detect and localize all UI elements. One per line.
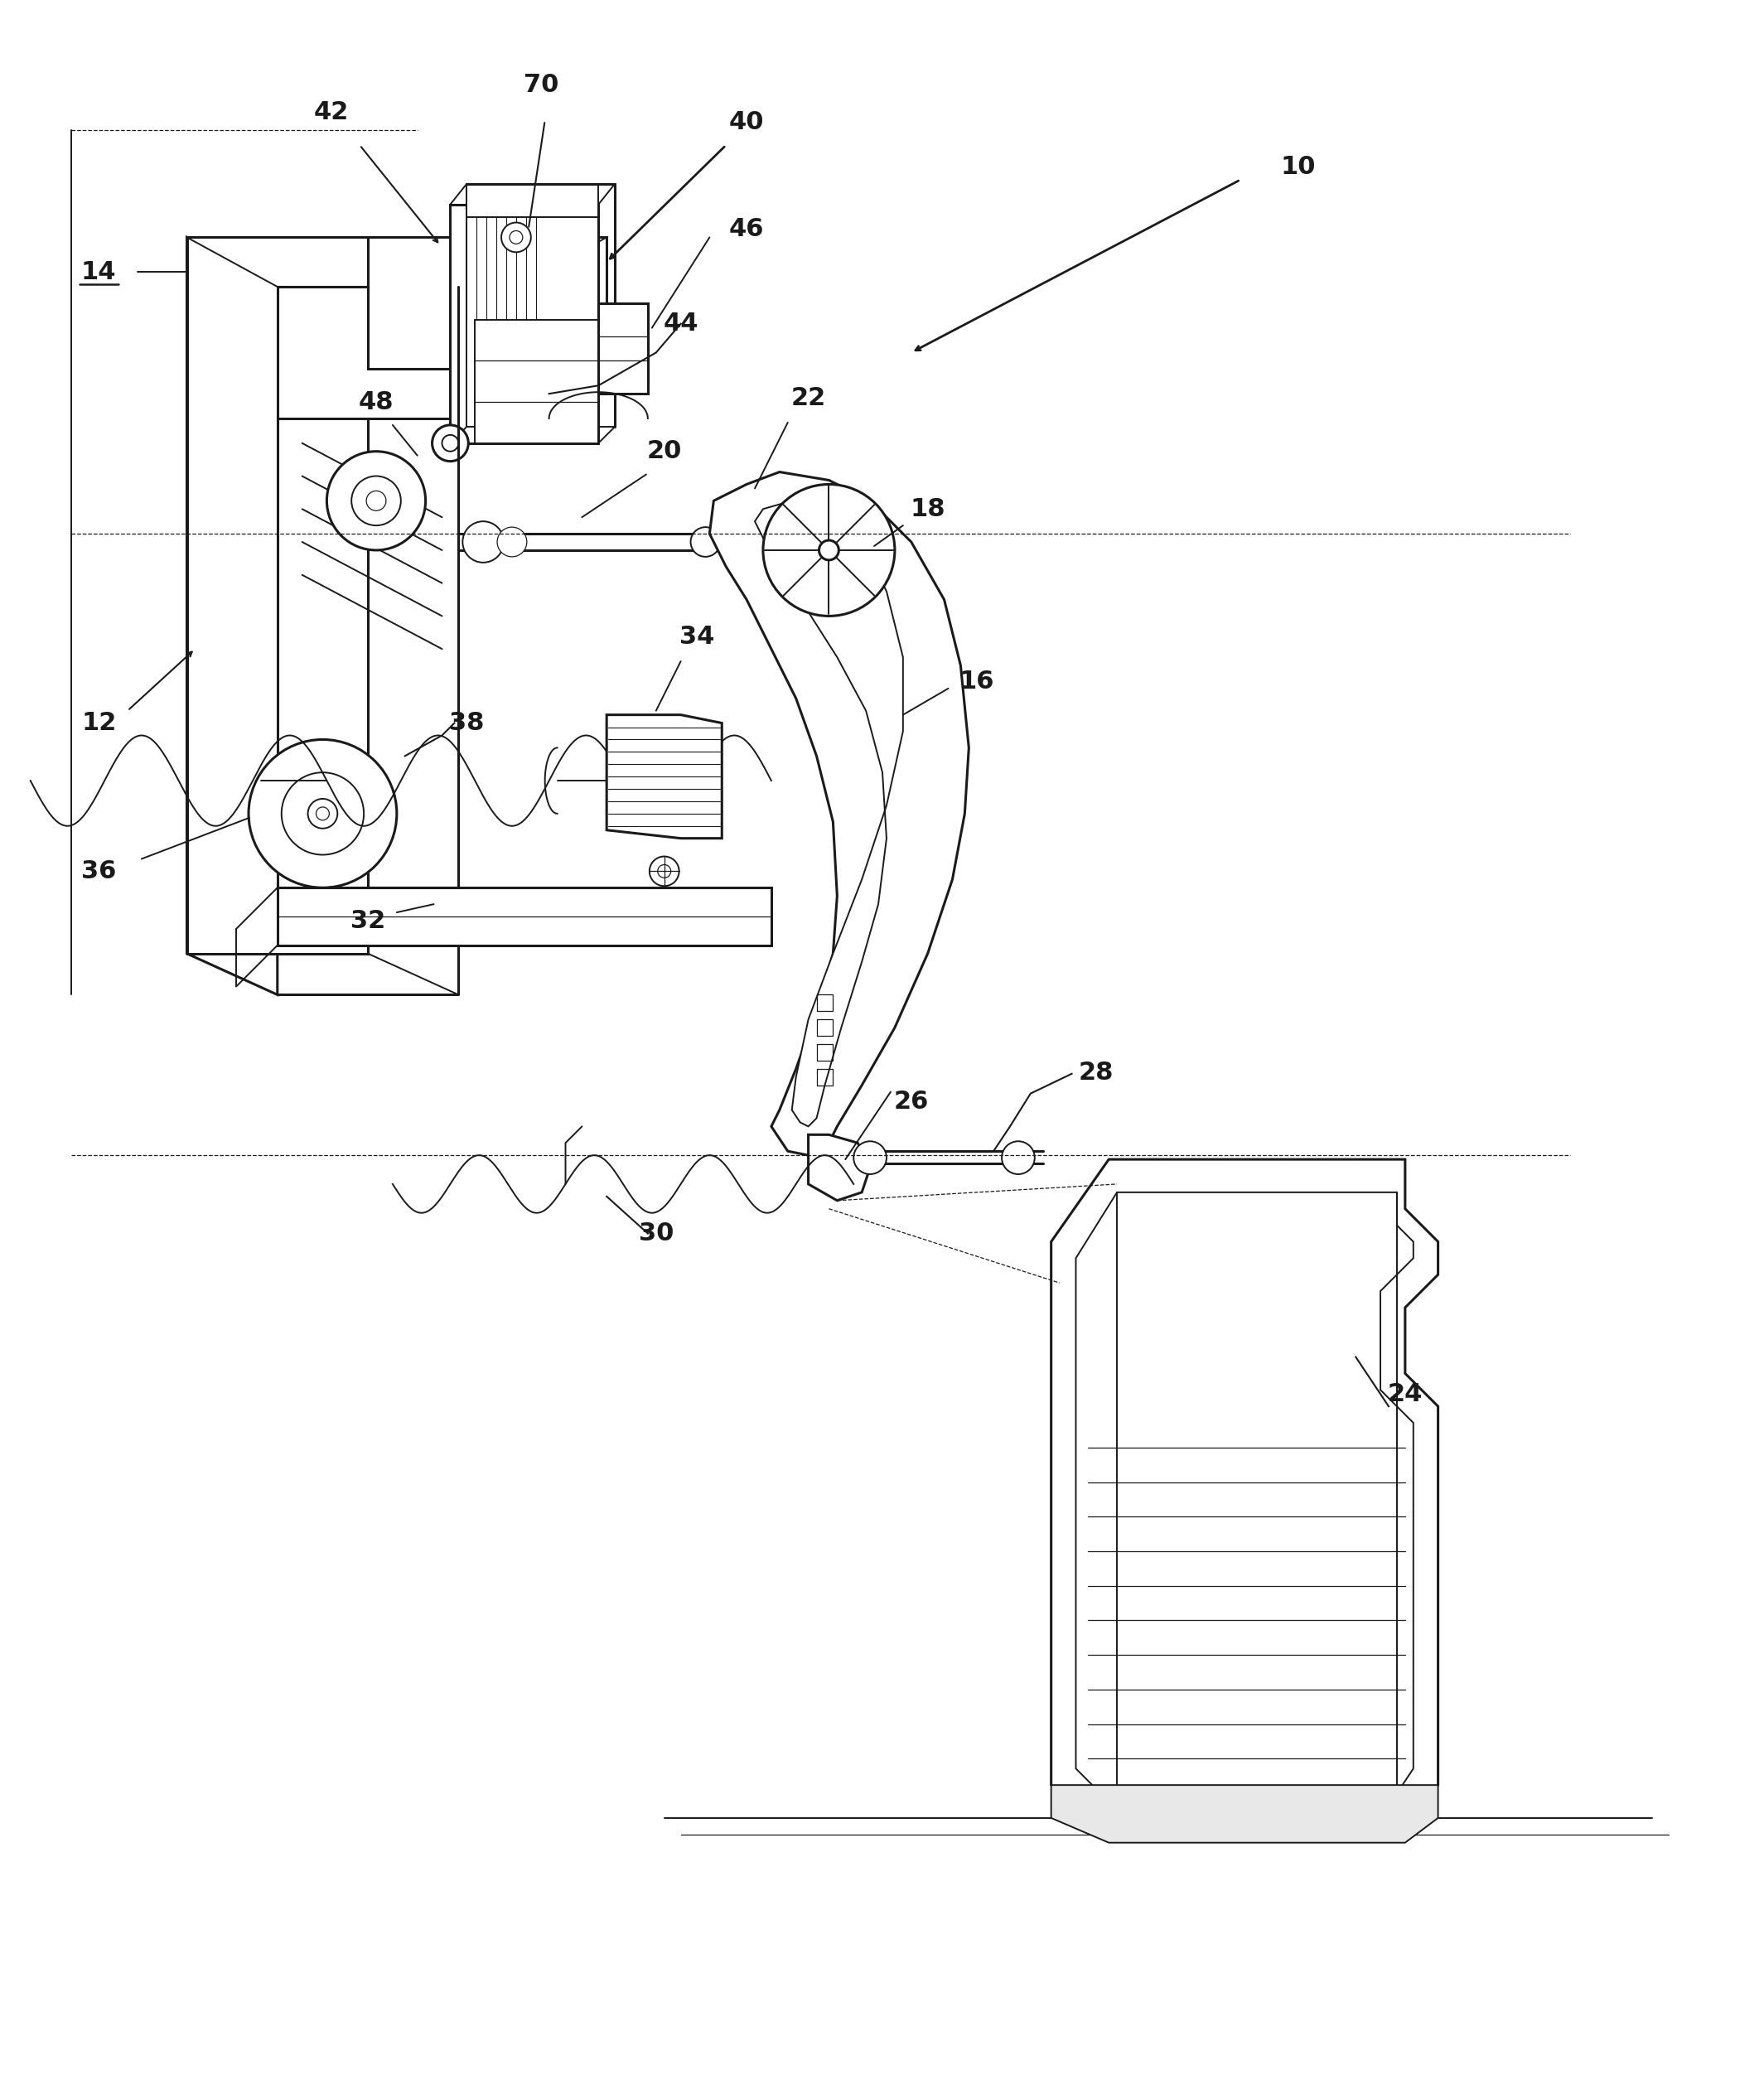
Circle shape [649, 856, 679, 886]
Text: 10: 10 [1281, 155, 1316, 180]
Circle shape [691, 528, 720, 557]
Polygon shape [607, 714, 721, 838]
Circle shape [658, 865, 670, 877]
Text: 46: 46 [729, 218, 764, 241]
Text: 48: 48 [358, 389, 393, 415]
Polygon shape [1051, 1160, 1438, 1818]
Text: 70: 70 [524, 73, 559, 96]
Text: 32: 32 [351, 909, 386, 932]
Circle shape [501, 222, 531, 251]
Text: 30: 30 [639, 1221, 674, 1246]
Polygon shape [1051, 1784, 1438, 1843]
Text: 38: 38 [450, 712, 485, 735]
Circle shape [817, 530, 841, 555]
Circle shape [818, 540, 840, 559]
Polygon shape [277, 888, 771, 944]
Text: 36: 36 [81, 859, 116, 884]
Text: 20: 20 [647, 440, 683, 463]
Polygon shape [277, 287, 517, 419]
Circle shape [249, 739, 397, 888]
Circle shape [309, 798, 337, 829]
Circle shape [510, 230, 522, 243]
Circle shape [1002, 1141, 1035, 1175]
Text: 16: 16 [960, 670, 995, 693]
Text: 18: 18 [910, 496, 946, 521]
Text: 42: 42 [314, 101, 349, 124]
Polygon shape [369, 237, 607, 369]
Polygon shape [475, 320, 598, 444]
Circle shape [462, 521, 505, 563]
Polygon shape [187, 237, 369, 953]
Polygon shape [709, 471, 968, 1156]
Polygon shape [755, 500, 903, 1127]
Polygon shape [598, 304, 647, 394]
Polygon shape [467, 184, 598, 218]
Text: 12: 12 [81, 712, 116, 735]
Text: 40: 40 [729, 111, 764, 134]
Text: 34: 34 [679, 624, 714, 649]
Text: 22: 22 [790, 385, 826, 410]
Circle shape [854, 1141, 887, 1175]
Circle shape [351, 475, 400, 526]
Circle shape [764, 484, 894, 616]
Text: 24: 24 [1388, 1382, 1424, 1405]
Circle shape [845, 534, 863, 551]
Polygon shape [187, 237, 277, 995]
Circle shape [432, 425, 469, 461]
Text: 14: 14 [81, 260, 116, 285]
Polygon shape [450, 205, 598, 444]
Circle shape [443, 436, 459, 452]
Text: 26: 26 [894, 1089, 930, 1114]
Circle shape [497, 528, 527, 557]
Circle shape [316, 806, 330, 821]
Circle shape [282, 773, 363, 854]
Polygon shape [1076, 1191, 1413, 1792]
Circle shape [367, 490, 386, 511]
Circle shape [326, 452, 425, 551]
Text: 28: 28 [1080, 1062, 1115, 1085]
Circle shape [716, 532, 736, 553]
Polygon shape [808, 1135, 870, 1200]
Text: 44: 44 [663, 312, 699, 335]
